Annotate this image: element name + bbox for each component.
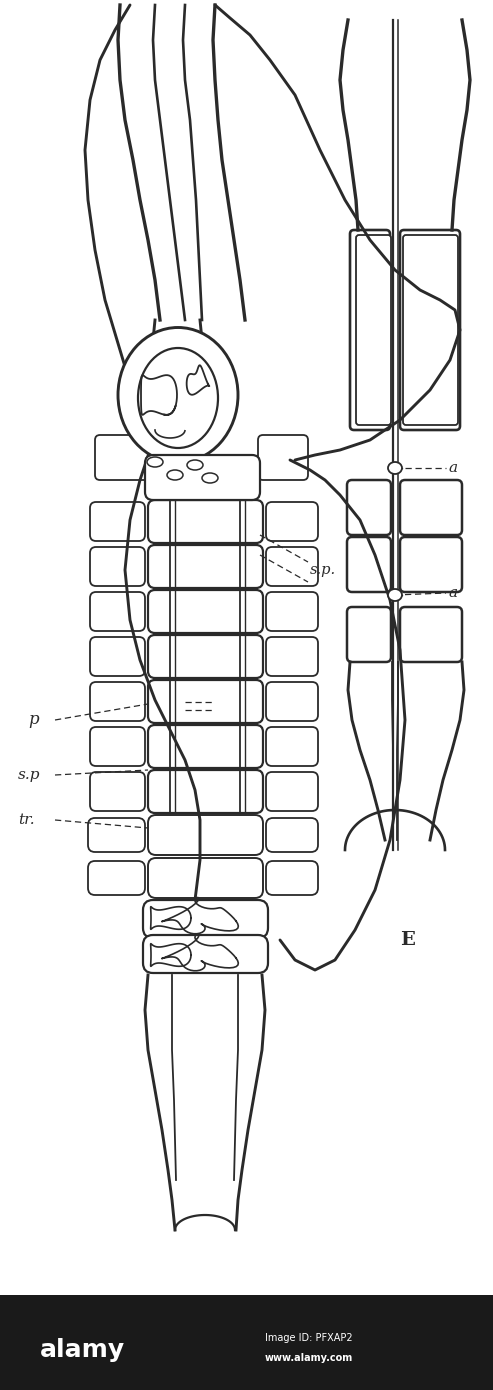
Ellipse shape (388, 589, 402, 600)
FancyBboxPatch shape (148, 589, 263, 632)
FancyBboxPatch shape (400, 480, 462, 535)
Text: p: p (28, 712, 38, 728)
Bar (0, 1295, 493, 1390)
Text: a: a (448, 587, 457, 600)
FancyBboxPatch shape (266, 502, 318, 541)
Ellipse shape (187, 460, 203, 470)
FancyBboxPatch shape (90, 771, 145, 810)
Ellipse shape (138, 348, 218, 448)
Ellipse shape (167, 470, 183, 480)
Text: E: E (400, 931, 415, 949)
FancyBboxPatch shape (148, 770, 263, 813)
FancyBboxPatch shape (266, 727, 318, 766)
Text: Image ID: PFXAP2: Image ID: PFXAP2 (265, 1333, 352, 1343)
FancyBboxPatch shape (266, 682, 318, 721)
FancyBboxPatch shape (143, 899, 268, 938)
FancyBboxPatch shape (148, 726, 263, 769)
FancyBboxPatch shape (400, 607, 462, 662)
FancyBboxPatch shape (143, 935, 268, 973)
FancyBboxPatch shape (148, 680, 263, 723)
FancyBboxPatch shape (90, 682, 145, 721)
FancyBboxPatch shape (148, 815, 263, 855)
FancyBboxPatch shape (400, 537, 462, 592)
FancyBboxPatch shape (266, 592, 318, 631)
Text: s.p: s.p (18, 769, 40, 783)
FancyBboxPatch shape (258, 435, 308, 480)
FancyBboxPatch shape (350, 229, 390, 430)
FancyBboxPatch shape (148, 635, 263, 678)
FancyBboxPatch shape (403, 235, 458, 425)
FancyBboxPatch shape (90, 592, 145, 631)
FancyBboxPatch shape (148, 500, 263, 543)
FancyBboxPatch shape (266, 771, 318, 810)
FancyBboxPatch shape (88, 860, 145, 895)
FancyBboxPatch shape (88, 817, 145, 852)
FancyBboxPatch shape (148, 545, 263, 588)
Ellipse shape (147, 457, 163, 467)
Ellipse shape (202, 473, 218, 482)
FancyBboxPatch shape (90, 727, 145, 766)
Text: s.p.: s.p. (310, 563, 336, 577)
Text: alamy: alamy (40, 1339, 125, 1362)
FancyBboxPatch shape (95, 435, 150, 480)
FancyBboxPatch shape (90, 548, 145, 587)
FancyBboxPatch shape (266, 860, 318, 895)
Ellipse shape (118, 328, 238, 463)
FancyBboxPatch shape (356, 235, 391, 425)
FancyBboxPatch shape (347, 607, 391, 662)
FancyBboxPatch shape (145, 455, 260, 500)
Ellipse shape (388, 461, 402, 474)
FancyBboxPatch shape (347, 480, 391, 535)
Text: a: a (448, 461, 457, 475)
Text: tr.: tr. (18, 813, 35, 827)
Text: www.alamy.com: www.alamy.com (265, 1352, 353, 1364)
FancyBboxPatch shape (400, 229, 460, 430)
FancyBboxPatch shape (90, 637, 145, 676)
FancyBboxPatch shape (90, 502, 145, 541)
FancyBboxPatch shape (266, 637, 318, 676)
FancyBboxPatch shape (148, 858, 263, 898)
FancyBboxPatch shape (266, 817, 318, 852)
FancyBboxPatch shape (347, 537, 391, 592)
FancyBboxPatch shape (266, 548, 318, 587)
